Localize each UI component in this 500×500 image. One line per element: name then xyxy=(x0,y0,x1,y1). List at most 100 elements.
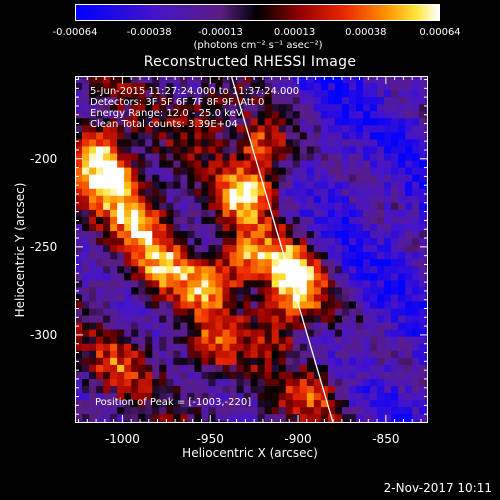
heatmap-cell xyxy=(236,132,245,141)
heatmap-cell xyxy=(124,301,132,310)
heatmap-cell xyxy=(236,273,245,281)
heatmap-cell xyxy=(124,216,132,225)
heatmap-cell xyxy=(320,188,329,197)
heatmap-cell xyxy=(391,83,399,91)
heatmap-cell xyxy=(208,238,217,246)
heatmap-cell xyxy=(229,209,238,218)
heatmap-cell xyxy=(405,273,413,281)
heatmap-cell xyxy=(152,238,160,246)
heatmap-cell xyxy=(131,139,139,148)
heatmap-cell xyxy=(201,167,210,176)
heatmap-cell xyxy=(384,160,392,169)
heatmap-cell xyxy=(419,386,427,394)
heatmap-cell xyxy=(278,414,287,422)
heatmap-cell xyxy=(292,216,301,225)
heatmap-cell xyxy=(299,76,308,84)
heatmap-cell xyxy=(138,315,146,324)
heatmap-cell xyxy=(285,202,294,211)
heatmap-cell xyxy=(243,343,252,352)
heatmap-cell xyxy=(370,280,378,288)
heatmap-cell xyxy=(110,400,118,408)
heatmap-cell xyxy=(320,160,329,169)
heatmap-cell xyxy=(166,132,174,141)
heatmap-cell xyxy=(419,76,427,84)
heatmap-cell xyxy=(384,329,392,338)
heatmap-cell xyxy=(412,273,420,281)
heatmap-cell xyxy=(145,160,153,169)
heatmap-cell xyxy=(173,83,181,91)
heatmap-cell xyxy=(419,216,427,225)
heatmap-cell xyxy=(271,329,280,338)
heatmap-cell xyxy=(124,160,132,169)
heatmap-cell xyxy=(208,146,217,155)
heatmap-cell xyxy=(201,174,210,183)
heatmap-cell xyxy=(173,308,181,317)
heatmap-cell xyxy=(159,83,167,91)
heatmap-cell xyxy=(334,146,343,155)
heatmap-cell xyxy=(131,195,139,204)
heatmap-cell xyxy=(201,371,210,380)
heatmap-cell xyxy=(243,378,252,387)
heatmap-cell xyxy=(89,336,97,345)
heatmap-cell xyxy=(173,329,181,338)
heatmap-cell xyxy=(341,378,350,387)
heatmap-cell xyxy=(320,308,329,317)
heatmap-cell xyxy=(292,111,301,119)
heatmap-cell xyxy=(159,231,167,239)
heatmap-cell xyxy=(215,153,224,162)
heatmap-cell xyxy=(152,287,160,296)
heatmap-cell xyxy=(159,259,167,267)
heatmap-cell xyxy=(236,231,245,239)
heatmap-cell xyxy=(138,223,146,232)
heatmap-cell xyxy=(320,167,329,176)
heatmap-cell xyxy=(229,202,238,211)
heatmap-cell xyxy=(334,266,343,274)
heatmap-cell xyxy=(299,287,308,296)
heatmap-cell xyxy=(215,329,224,338)
heatmap-cell xyxy=(419,104,427,112)
heatmap-cell xyxy=(363,231,371,239)
heatmap-cell xyxy=(257,329,266,338)
heatmap-cell xyxy=(243,118,252,126)
heatmap-cell xyxy=(313,287,322,296)
heatmap-cell xyxy=(159,329,167,338)
heatmap-cell xyxy=(166,167,174,176)
heatmap-cell xyxy=(236,280,245,288)
heatmap-cell xyxy=(243,266,252,274)
heatmap-cell xyxy=(138,238,146,246)
heatmap-cell xyxy=(222,146,231,155)
heatmap-cell xyxy=(152,357,160,366)
heatmap-cell xyxy=(201,407,210,415)
heatmap-cell xyxy=(145,202,153,211)
heatmap-cell xyxy=(124,153,132,162)
heatmap-cell xyxy=(271,97,280,105)
heatmap-cell xyxy=(89,308,97,317)
heatmap-cell xyxy=(117,407,125,415)
heatmap-cell xyxy=(334,315,343,324)
heatmap-cell xyxy=(356,322,364,331)
heatmap-cell xyxy=(222,414,231,422)
heatmap-cell xyxy=(103,287,111,296)
plot-area xyxy=(75,76,428,423)
heatmap-cell xyxy=(271,209,280,218)
heatmap-cell xyxy=(159,146,167,155)
heatmap-cell xyxy=(363,364,371,373)
heatmap-cell xyxy=(250,407,259,415)
heatmap-cell xyxy=(201,83,210,91)
heatmap-cell xyxy=(208,378,217,387)
heatmap-cell xyxy=(138,386,146,394)
heatmap-cell xyxy=(222,336,231,345)
heatmap-cell xyxy=(320,181,329,190)
heatmap-cell xyxy=(257,273,266,281)
heatmap-cell xyxy=(103,350,111,359)
heatmap-cell xyxy=(264,223,273,232)
heatmap-cell xyxy=(377,386,385,394)
heatmap-cell xyxy=(96,90,104,98)
heatmap-cell xyxy=(166,400,174,408)
heatmap-cell xyxy=(285,280,294,288)
heatmap-cell xyxy=(82,329,90,338)
heatmap-cell xyxy=(264,83,273,91)
heatmap-cell xyxy=(103,216,111,225)
heatmap-cell xyxy=(138,118,146,126)
heatmap-cell xyxy=(292,322,301,331)
